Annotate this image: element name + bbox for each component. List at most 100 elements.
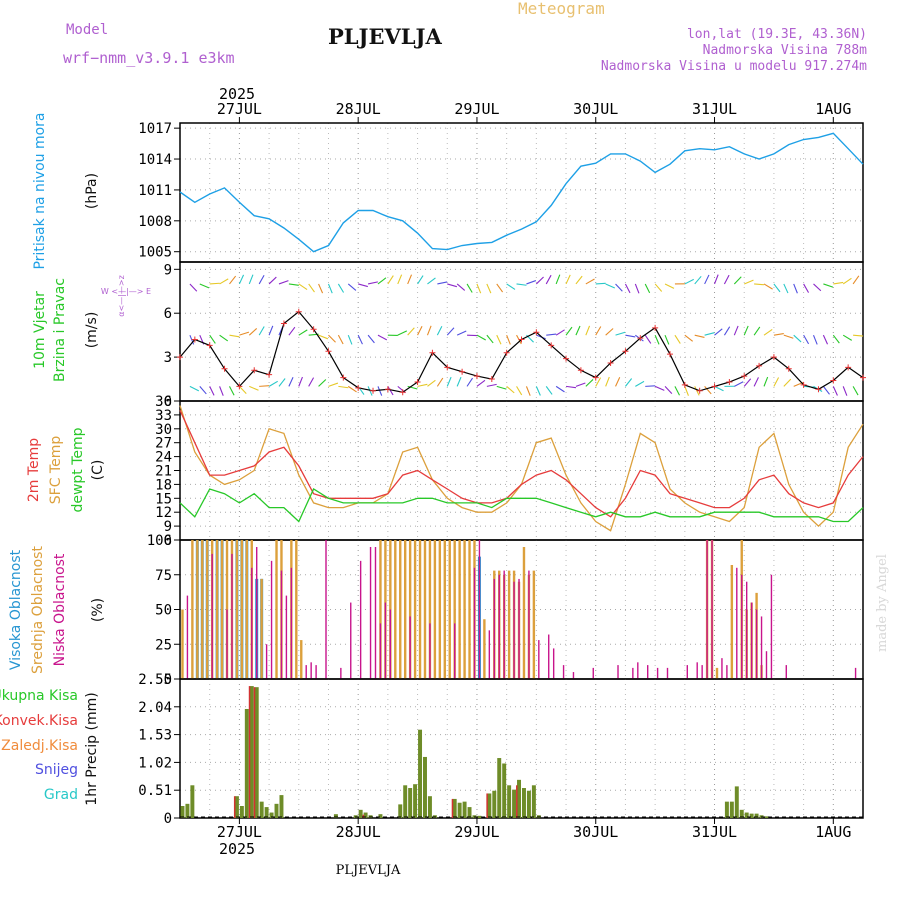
precip-conv-bar [451,798,454,818]
wind-marker [800,381,807,388]
wind-arrow [377,386,383,396]
station-title: PLJEVLJA [328,24,442,49]
wind-marker [325,348,332,355]
wind-arrow [714,328,723,336]
precip-total-bar [492,790,497,818]
wind-arrow [268,380,278,387]
wind-arrow [575,382,586,387]
precip-total-title: Ukupna Kisa [0,688,78,704]
precip-total-bar [517,779,522,818]
wind-arrow [417,383,428,387]
wind-arrow [654,283,663,292]
pressure-frame [179,122,864,263]
y-tick-label: 1005 [138,245,172,261]
cloud-unit: (%) [90,598,106,622]
wind-speed-markers [177,308,866,396]
wind-arrow [565,326,573,336]
precip-total-bar [269,812,274,818]
wind-arrow [734,381,744,387]
wind-arrow [248,328,258,336]
precip-total-bar [398,804,403,818]
wind-arrow [298,283,308,290]
y-tick-label: 1008 [138,214,172,230]
day-label-top: 1AUG [815,100,851,118]
wind-arrow [377,277,387,285]
wind-arrow [624,283,631,294]
wind-marker [473,373,480,380]
wind-arrow [615,283,623,292]
y-tick-label: 36 [155,394,172,410]
precip-conv-title: Konvek.Kisa [0,713,78,729]
wind-arrow [833,281,844,285]
wind-arrow [209,334,216,344]
wind-marker [503,349,510,356]
precip-total-bar [502,763,507,818]
wind-arrow [407,327,415,336]
wind-arrow [783,378,792,387]
wind-direction-arrows [189,274,864,396]
wind-arrow [525,386,531,396]
wind-marker [177,354,183,361]
pressure-panel: 1005 1008 1011 1014 1017 [138,121,864,263]
y-tick-label: 0 [164,672,172,688]
precip-total-bar [749,813,754,818]
precip-total-bar [467,807,472,818]
lonlat-label: lon,lat (19.3E, 43.36N) [687,27,867,42]
wind-arrow [585,325,591,336]
day-label-bottom: 1AUG [815,823,851,841]
wind-arrow [853,334,864,337]
wind-arrow [308,283,315,293]
wind-arrow [318,283,324,294]
wind-arrow [189,283,198,292]
precip-total-bar [497,758,502,818]
wind-arrow [268,325,274,336]
wind-arrow [486,283,492,294]
precip-total-bar [363,812,368,818]
wind-marker [251,367,258,374]
wind-arrow [426,325,432,336]
precip-conv-bar [253,687,256,818]
wind-arrow [773,333,784,336]
wind-arrow [288,326,296,336]
day-label-top: 31JUL [692,100,737,118]
wind-marker [607,359,614,366]
wind-arrow [812,334,818,345]
wind-arrow [684,386,689,396]
wind-arrow [704,274,710,285]
precip-total-bar [180,806,185,818]
wind-arrow [496,283,504,293]
day-label-bottom: 27JUL [217,823,262,841]
precip-conv-bar [233,796,236,818]
day-label-top: 28JUL [336,100,381,118]
wind-arrow [456,283,466,291]
wind-arrow [288,283,299,286]
precip-total-bar [244,708,249,818]
wind-arrow [842,386,848,396]
wind-arrow [387,275,394,285]
y-tick-label: 30 [155,422,172,438]
wind-arrow [615,331,626,336]
wind-arrow [723,326,731,336]
wind-arrow [486,334,494,344]
wind-arrow [842,277,852,285]
wind-arrow [357,334,363,345]
day-label-top: 27JUL [217,100,262,118]
y-tick-label: 6 [164,306,172,322]
wind-marker [741,373,748,380]
y-tick-label: 33 [155,408,172,424]
day-label-top: 30JUL [573,100,618,118]
day-label-bottom: 30JUL [573,823,618,841]
day-label-bottom: 29JUL [454,823,499,841]
y-tick-label: 1011 [138,183,172,199]
wind-arrow [744,279,754,285]
wind-arrow [516,386,523,396]
wind-arrow [783,283,789,294]
precip-total-bar [423,756,427,818]
wind-title-2: Brzina i Pravac [52,278,68,382]
wind-marker [666,351,673,358]
precip-total-bar [531,785,536,818]
wind-arrow [259,385,270,387]
y-tick-label: 15 [155,491,172,507]
precip-total-bar [408,788,413,818]
precip-total-bar [264,807,269,818]
